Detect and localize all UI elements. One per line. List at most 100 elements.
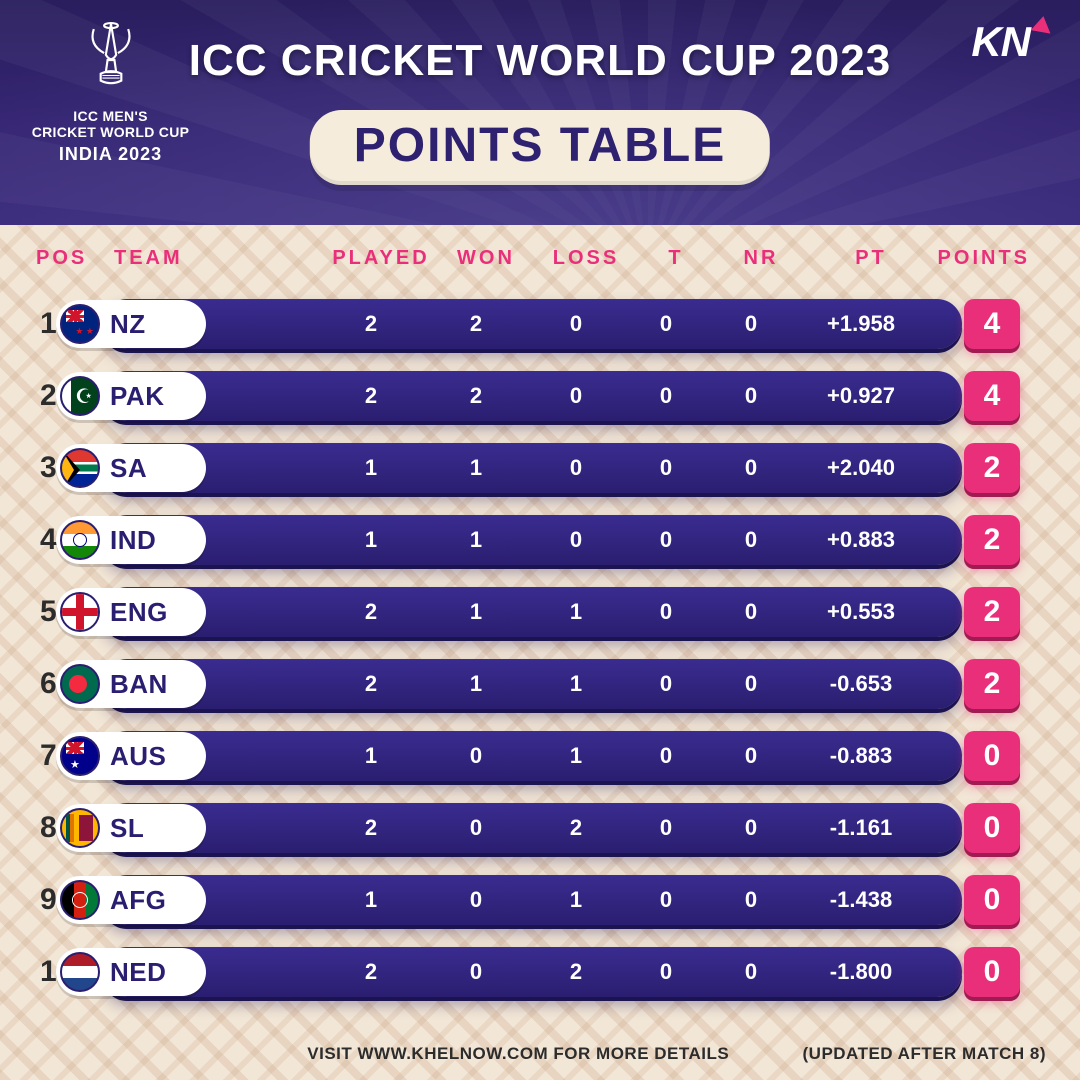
nr-cell: 0 <box>706 887 796 913</box>
nr-cell: 0 <box>706 311 796 337</box>
points-box: 2 <box>964 659 1020 709</box>
loss-cell: 2 <box>526 959 626 985</box>
header: ICC MEN'S CRICKET WORLD CUP INDIA 2023 K… <box>0 0 1080 225</box>
table-row: 6. BAN 2 1 1 0 0 -0.653 2 <box>26 653 1054 715</box>
loss-cell: 0 <box>526 383 626 409</box>
team-cell: BAN <box>56 660 316 708</box>
played-cell: 2 <box>316 599 426 625</box>
team-pill: BAN <box>56 660 206 708</box>
team-pill: IND <box>56 516 206 564</box>
table-row: 5. ENG 2 1 1 0 0 +0.553 2 <box>26 581 1054 643</box>
team-code: AUS <box>110 741 166 772</box>
table-header-row: POS TEAM PLAYED WON LOSS T NR PT POINTS <box>26 231 1054 285</box>
t-cell: 0 <box>626 959 706 985</box>
brand-text: KN <box>971 18 1030 66</box>
t-cell: 0 <box>626 815 706 841</box>
team-cell: AFG <box>56 876 316 924</box>
played-cell: 2 <box>316 959 426 985</box>
loss-cell: 1 <box>526 671 626 697</box>
points-box: 4 <box>964 371 1020 421</box>
col-won: WON <box>436 247 536 270</box>
nr-cell: 0 <box>706 671 796 697</box>
page-subtitle: POINTS TABLE <box>310 110 770 185</box>
col-nr: NR <box>716 247 806 270</box>
won-cell: 2 <box>426 383 526 409</box>
pt-cell: -0.653 <box>796 671 926 697</box>
team-code: BAN <box>110 669 168 700</box>
table-section: POS TEAM PLAYED WON LOSS T NR PT POINTS … <box>0 231 1080 1003</box>
nr-cell: 0 <box>706 455 796 481</box>
won-cell: 0 <box>426 887 526 913</box>
won-cell: 1 <box>426 455 526 481</box>
won-cell: 2 <box>426 311 526 337</box>
points-box: 2 <box>964 587 1020 637</box>
team-pill: AFG <box>56 876 206 924</box>
pt-cell: +2.040 <box>796 455 926 481</box>
points-box: 4 <box>964 299 1020 349</box>
t-cell: 0 <box>626 311 706 337</box>
event-line3: INDIA 2023 <box>28 144 193 165</box>
team-pill: SA <box>56 444 206 492</box>
team-cell: NZ <box>56 300 316 348</box>
pt-cell: +1.958 <box>796 311 926 337</box>
team-cell: IND <box>56 516 316 564</box>
points-cell: 4 <box>926 299 1026 349</box>
flag-icon <box>60 808 100 848</box>
loss-cell: 0 <box>526 527 626 553</box>
flag-icon <box>60 304 100 344</box>
pt-cell: -1.438 <box>796 887 926 913</box>
table-row: 10. NED 2 0 2 0 0 -1.800 0 <box>26 941 1054 1003</box>
won-cell: 0 <box>426 815 526 841</box>
won-cell: 1 <box>426 599 526 625</box>
won-cell: 1 <box>426 527 526 553</box>
event-line1: ICC MEN'S <box>28 108 193 124</box>
table-row: 2. PAK 2 2 0 0 0 +0.927 4 <box>26 365 1054 427</box>
event-line2: CRICKET WORLD CUP <box>28 124 193 140</box>
team-pill: PAK <box>56 372 206 420</box>
points-box: 0 <box>964 803 1020 853</box>
nr-cell: 0 <box>706 815 796 841</box>
team-code: NED <box>110 957 166 988</box>
team-pill: SL <box>56 804 206 852</box>
flag-icon <box>60 376 100 416</box>
team-code: SL <box>110 813 144 844</box>
points-box: 0 <box>964 875 1020 925</box>
played-cell: 1 <box>316 455 426 481</box>
loss-cell: 0 <box>526 455 626 481</box>
table-row: 3. SA 1 1 0 0 0 +2.040 2 <box>26 437 1054 499</box>
played-cell: 2 <box>316 671 426 697</box>
team-cell: SA <box>56 444 316 492</box>
flag-icon <box>60 736 100 776</box>
nr-cell: 0 <box>706 959 796 985</box>
team-code: ENG <box>110 597 168 628</box>
played-cell: 1 <box>316 887 426 913</box>
t-cell: 0 <box>626 383 706 409</box>
flag-icon <box>60 952 100 992</box>
points-cell: 2 <box>926 587 1026 637</box>
won-cell: 0 <box>426 959 526 985</box>
footer-visit: VISIT WWW.KHELNOW.COM FOR MORE DETAILS <box>234 1044 803 1064</box>
pt-cell: +0.927 <box>796 383 926 409</box>
flag-icon <box>60 664 100 704</box>
t-cell: 0 <box>626 887 706 913</box>
t-cell: 0 <box>626 455 706 481</box>
footer-updated: (UPDATED AFTER MATCH 8) <box>803 1044 1047 1064</box>
points-cell: 0 <box>926 875 1026 925</box>
table-row: 1. NZ 2 2 0 0 0 +1.958 4 <box>26 293 1054 355</box>
team-cell: ENG <box>56 588 316 636</box>
points-cell: 0 <box>926 947 1026 997</box>
points-cell: 0 <box>926 803 1026 853</box>
col-pos: POS <box>36 247 106 270</box>
flag-icon <box>60 448 100 488</box>
team-pill: AUS <box>56 732 206 780</box>
loss-cell: 2 <box>526 815 626 841</box>
points-cell: 2 <box>926 443 1026 493</box>
t-cell: 0 <box>626 743 706 769</box>
page-title: ICC CRICKET WORLD CUP 2023 <box>189 36 891 86</box>
brand-logo: KN <box>971 18 1052 66</box>
col-played: PLAYED <box>326 247 436 270</box>
played-cell: 2 <box>316 815 426 841</box>
won-cell: 0 <box>426 743 526 769</box>
event-logo: ICC MEN'S CRICKET WORLD CUP INDIA 2023 <box>28 14 193 165</box>
flag-icon <box>60 880 100 920</box>
